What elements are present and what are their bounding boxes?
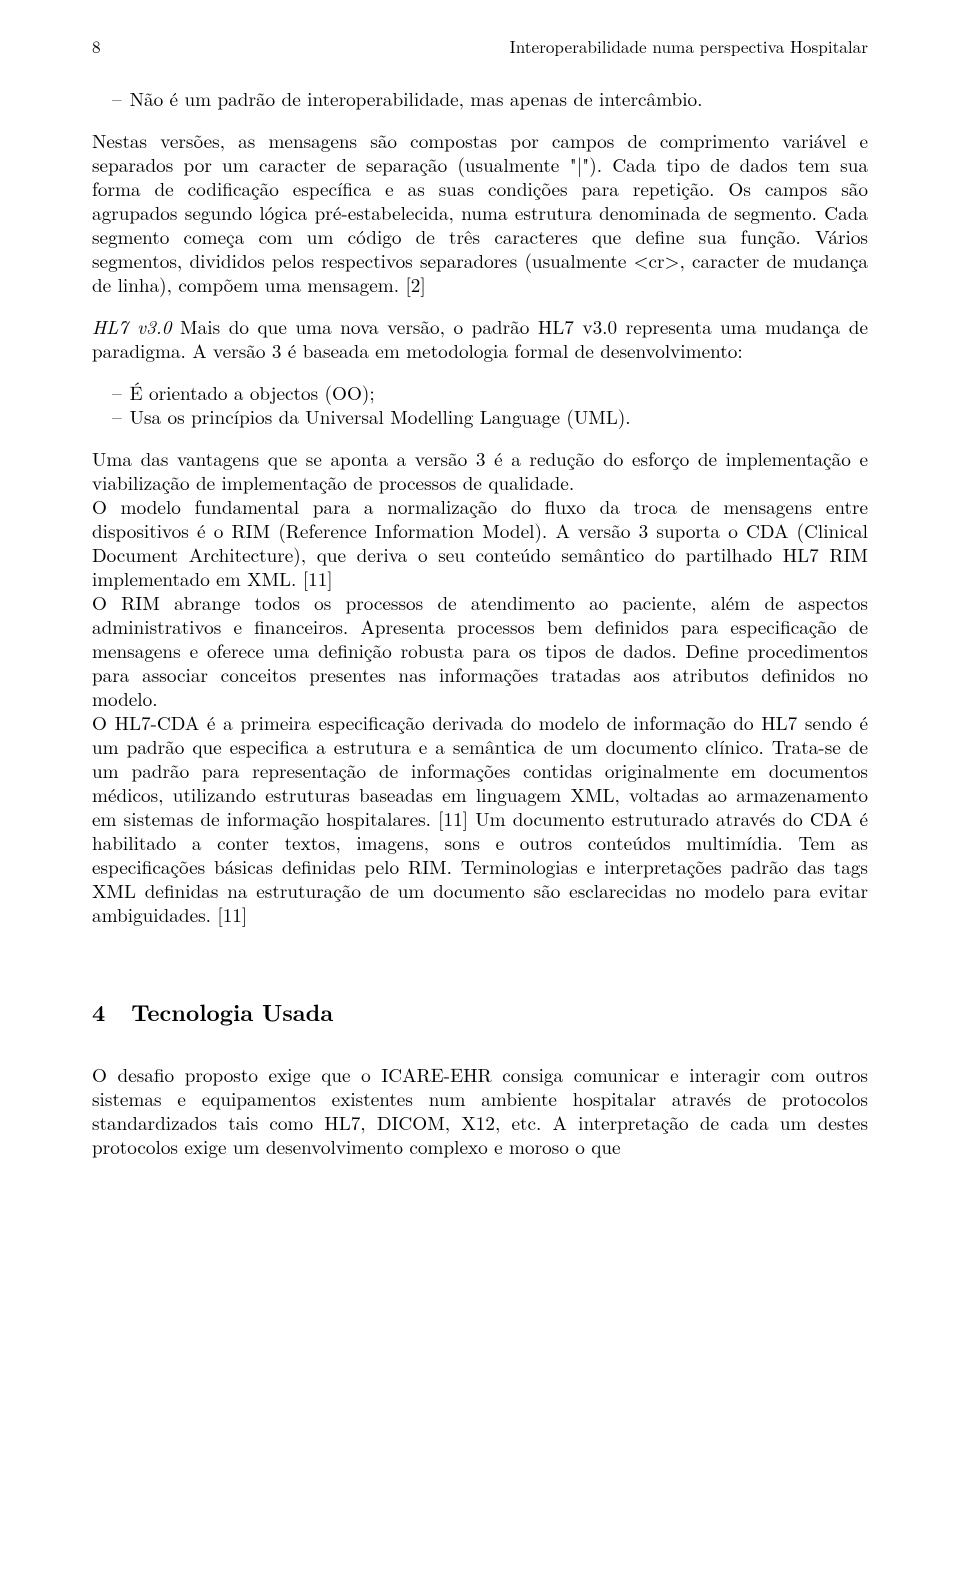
list-item: – É orientado a objectos (OO); xyxy=(112,380,868,404)
list-item: – Usa os princípios da Universal Modelli… xyxy=(112,404,868,428)
paragraph: Nestas versões, as mensagens são compost… xyxy=(92,128,868,296)
paragraph: O modelo fundamental para a normalização… xyxy=(92,494,868,590)
paragraph-hl7v3: HL7 v3.0 Mais do que uma nova versão, o … xyxy=(92,314,868,362)
section-title: Tecnologia Usada xyxy=(131,995,333,1028)
bullet-text: É orientado a objectos (OO); xyxy=(130,380,868,404)
bullet-text: Não é um padrão de interoperabilidade, m… xyxy=(130,86,868,110)
paragraph: O desafio proposto exige que o ICARE-EHR… xyxy=(92,1062,868,1158)
paragraph: Uma das vantagens que se aponta a versão… xyxy=(92,446,868,494)
bullet-text: Usa os princípios da Universal Modelling… xyxy=(130,404,868,428)
paragraph: O RIM abrange todos os processos de aten… xyxy=(92,590,868,710)
running-title: Interoperabilidade numa perspectiva Hosp… xyxy=(510,36,869,58)
paragraph-text: Mais do que uma nova versão, o padrão HL… xyxy=(92,312,868,364)
bullet-dash-icon: – xyxy=(112,404,122,428)
bullet-list-1: – Não é um padrão de interoperabilidade,… xyxy=(92,86,868,110)
page-number: 8 xyxy=(92,36,132,58)
list-item: – Não é um padrão de interoperabilidade,… xyxy=(112,86,868,110)
running-header: 8 Interoperabilidade numa perspectiva Ho… xyxy=(92,36,868,58)
bullet-list-2: – É orientado a objectos (OO); – Usa os … xyxy=(92,380,868,428)
section-heading: 4 Tecnologia Usada xyxy=(92,998,868,1027)
bullet-dash-icon: – xyxy=(112,380,122,404)
section-number: 4 xyxy=(92,998,105,1027)
bullet-dash-icon: – xyxy=(112,86,122,110)
paragraph: O HL7-CDA é a primeira especificação der… xyxy=(92,710,868,926)
